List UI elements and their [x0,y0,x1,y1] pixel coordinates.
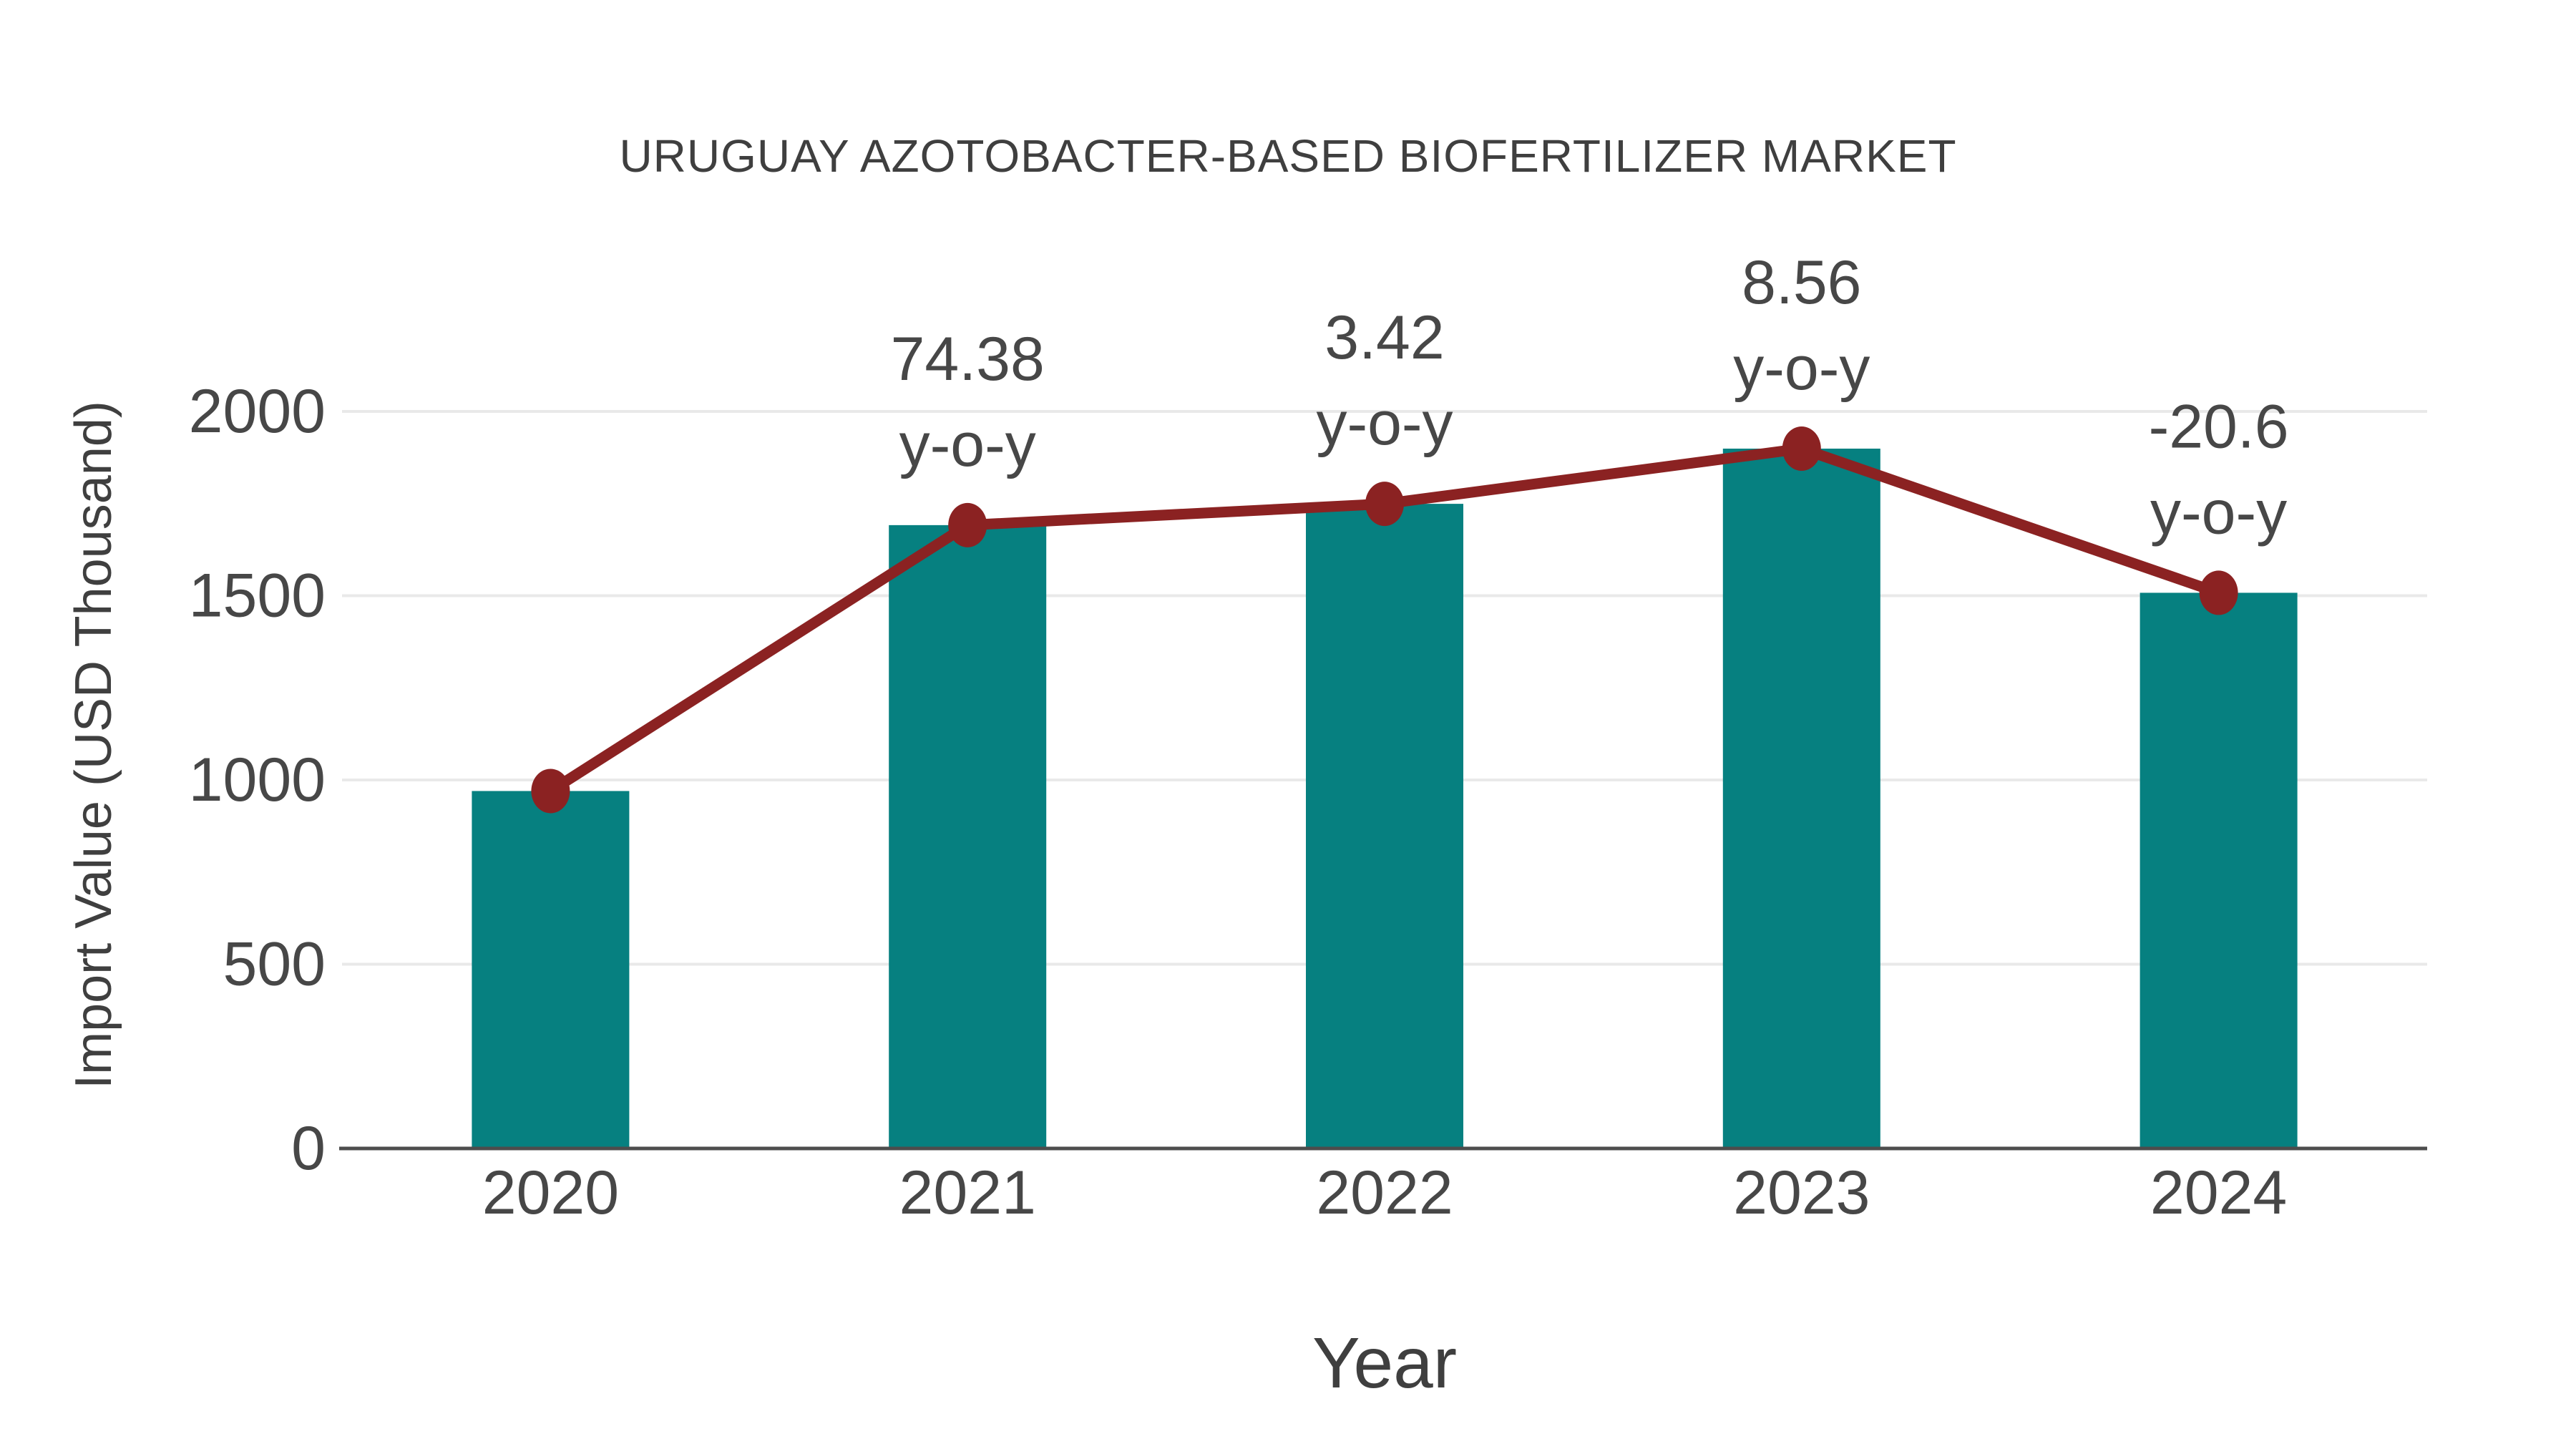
annotation-unit-2024: y-o-y [2150,478,2287,547]
bar-2024 [2140,592,2298,1148]
x-tick-label-2022: 2022 [1316,1158,1453,1227]
y-tick-label-2000: 2000 [189,377,326,446]
x-axis-label: Year [1312,1323,1458,1403]
x-tick-label-2024: 2024 [2150,1158,2287,1227]
annotation-unit-2021: y-o-y [899,411,1036,479]
annotation-value-2023: 8.56 [1742,248,1861,317]
y-tick-label-1500: 1500 [189,562,326,630]
trend-marker-2022 [1365,482,1404,527]
annotation-value-2022: 3.42 [1324,303,1444,372]
y-tick-label-1000: 1000 [189,746,326,814]
chart-title: URUGUAY AZOTOBACTER-BASED BIOFERTILIZER … [619,130,1957,182]
bar-2022 [1306,504,1463,1148]
y-tick-label-500: 500 [223,930,326,999]
trend-marker-2024 [2199,570,2238,615]
y-tick-label-0: 0 [291,1114,326,1183]
x-tick-label-2020: 2020 [482,1158,619,1227]
annotation-value-2024: -20.6 [2149,392,2289,461]
annotation-unit-2023: y-o-y [1733,334,1870,403]
annotation-value-2021: 74.38 [891,325,1045,394]
trend-marker-2023 [1782,426,1821,471]
x-tick-label-2021: 2021 [899,1158,1036,1227]
annotation-unit-2022: y-o-y [1316,389,1453,458]
y-axis-label: Import Value (USD Thousand) [65,401,122,1089]
x-tick-label-2023: 2023 [1733,1158,1870,1227]
trend-marker-2021 [948,502,987,547]
bar-2023 [1722,448,1880,1148]
bar-2020 [472,791,630,1148]
trend-marker-2020 [531,769,570,814]
bar-2021 [889,525,1047,1148]
